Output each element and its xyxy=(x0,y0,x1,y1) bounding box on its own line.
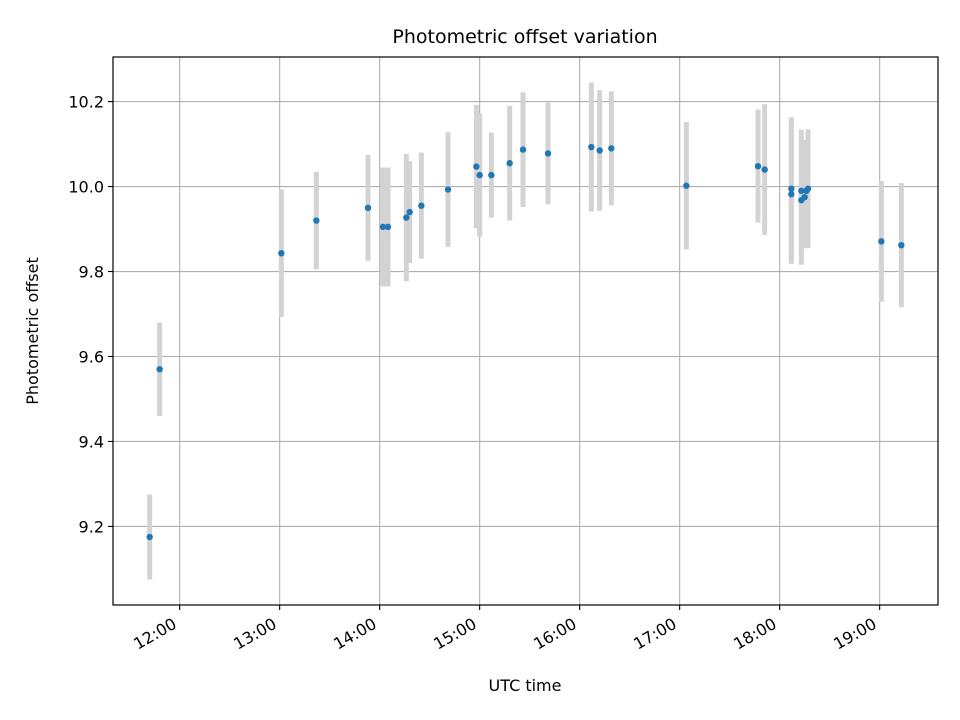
data-point xyxy=(761,166,768,173)
data-point xyxy=(156,366,163,373)
y-axis: 9.2 9.4 9.6 9.8 10.0 10.2 xyxy=(68,93,113,536)
data-point xyxy=(608,145,615,152)
data-point xyxy=(488,171,495,179)
data-point xyxy=(364,204,372,212)
chart-title: Photometric offset variation xyxy=(392,26,657,48)
x-axis-label: UTC time xyxy=(489,676,562,695)
y-tick-label: 9.2 xyxy=(79,517,104,536)
data-point xyxy=(418,202,425,209)
data-point xyxy=(278,250,285,257)
data-point xyxy=(683,182,690,189)
data-point xyxy=(878,238,885,245)
data-point xyxy=(379,223,387,231)
data-point xyxy=(798,187,805,195)
data-point xyxy=(544,150,552,157)
y-tick-label: 10.2 xyxy=(68,93,104,112)
data-point xyxy=(588,143,595,151)
data-point xyxy=(898,241,905,249)
data-point xyxy=(596,147,603,154)
data-points xyxy=(146,143,905,541)
data-point xyxy=(476,171,483,179)
data-point xyxy=(313,217,320,224)
data-point xyxy=(146,533,153,541)
data-point xyxy=(801,193,808,201)
y-tick-label: 9.6 xyxy=(79,347,104,366)
data-point xyxy=(406,208,413,216)
data-point xyxy=(519,146,527,153)
data-point xyxy=(788,185,795,192)
plot-frame xyxy=(112,56,939,606)
data-point xyxy=(788,191,795,198)
data-point xyxy=(804,185,812,192)
y-axis-label: Photometric offset xyxy=(23,257,42,405)
data-point xyxy=(754,162,762,170)
y-tick-label: 9.8 xyxy=(79,263,104,282)
data-point xyxy=(444,186,452,193)
y-tick-label: 9.4 xyxy=(79,432,104,451)
data-point xyxy=(403,214,410,221)
y-tick-label: 10.0 xyxy=(68,178,104,197)
data-point xyxy=(384,223,392,231)
data-point xyxy=(506,160,513,167)
data-point xyxy=(473,163,480,170)
